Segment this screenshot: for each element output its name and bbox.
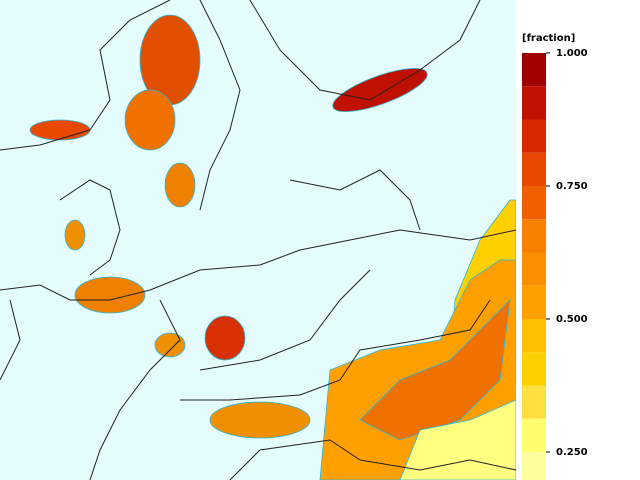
border (229, 439, 517, 480)
colorbar-tick-label: 0.500 (556, 314, 588, 325)
field (399, 399, 517, 480)
colorbar-band (522, 418, 546, 452)
colorbar-band (522, 219, 546, 253)
field (154, 332, 186, 358)
border (0, 229, 517, 301)
border (0, 0, 171, 151)
colorbar-band (522, 53, 546, 87)
border (180, 299, 491, 401)
field (164, 162, 196, 208)
border (89, 299, 181, 480)
border (199, 0, 241, 211)
colorbar-band (522, 152, 546, 186)
border (199, 269, 371, 371)
colorbar-band (522, 252, 546, 286)
colorbar-band (522, 385, 546, 419)
field (204, 315, 246, 361)
colorbar-band (522, 452, 546, 480)
border (0, 299, 21, 381)
border (59, 179, 121, 276)
colorbar: 1.000 0.750 0.500 0.250 (522, 48, 588, 480)
country-borders (0, 0, 517, 480)
colorbar-band (522, 186, 546, 220)
field (29, 119, 91, 141)
colorbar-band (522, 352, 546, 386)
map-fields (29, 14, 517, 480)
colorbar-band (522, 119, 546, 153)
field (64, 219, 86, 251)
colorbar-band (522, 319, 546, 353)
colorbar-tick-label: 1.000 (556, 48, 588, 59)
colorbar-band (522, 285, 546, 319)
colorbar-tick-label: 0.250 (556, 447, 588, 458)
colorbar-tick-label: 0.750 (556, 181, 588, 192)
field (332, 68, 428, 112)
field (74, 276, 146, 314)
colorbar-band (522, 86, 546, 120)
colorbar-label: [fraction] (522, 33, 575, 44)
field (124, 89, 176, 151)
border (289, 169, 421, 231)
border (249, 0, 481, 101)
field (209, 401, 311, 439)
